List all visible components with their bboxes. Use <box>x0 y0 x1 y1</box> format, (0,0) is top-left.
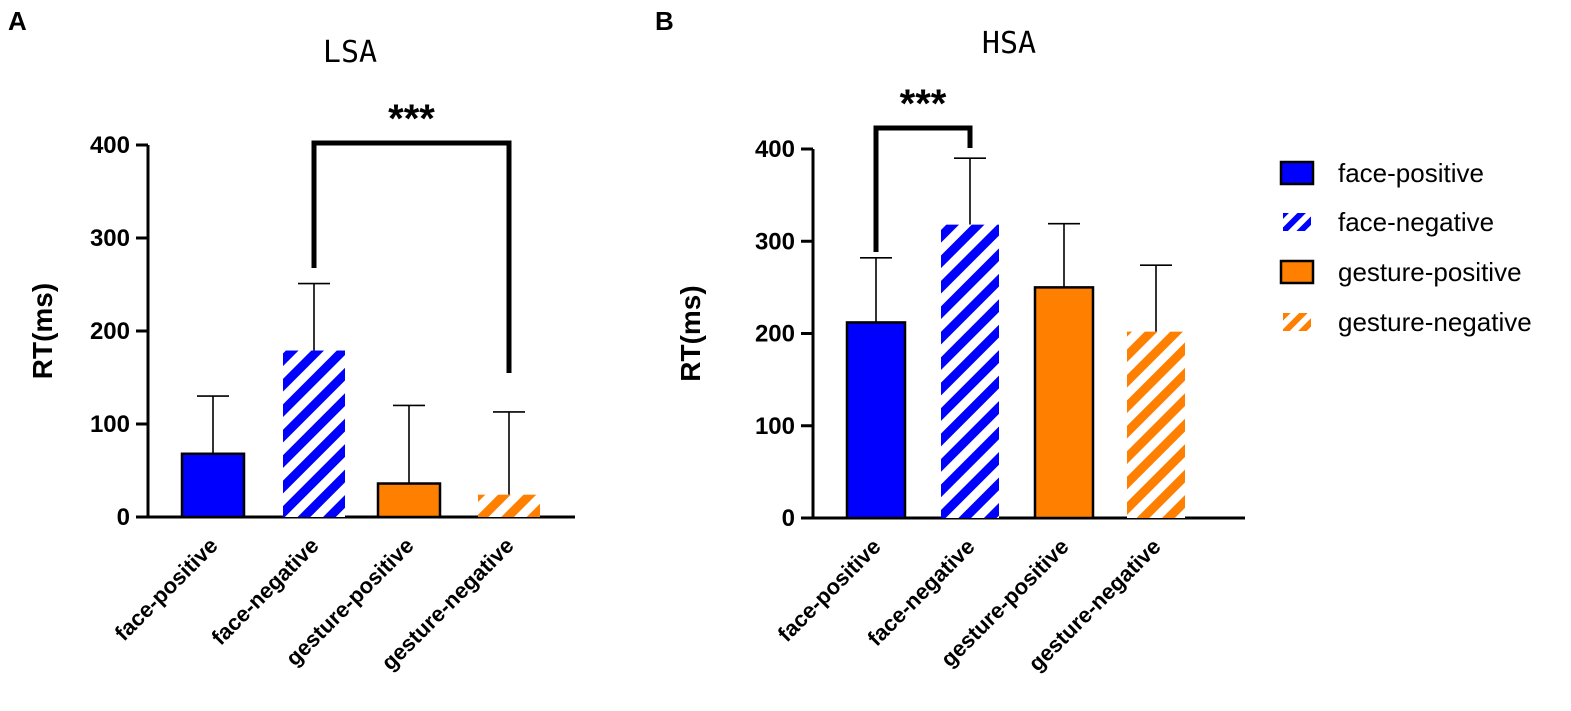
legend-swatch-face-negative <box>1283 213 1311 231</box>
bar-face-negative <box>283 350 345 517</box>
significance-bracket <box>311 140 512 373</box>
legend-label: face-positive <box>1338 158 1484 188</box>
legend-swatch-gesture-positive <box>1279 259 1315 285</box>
bar-gesture-positive <box>1033 286 1095 520</box>
legend-label: face-negative <box>1338 207 1494 237</box>
y-axis-label: RT(ms) <box>27 283 58 379</box>
legend-swatch-gesture-negative <box>1283 313 1311 331</box>
chart-lsa: LSART(ms)0100200300400face-positiveface-… <box>27 35 575 675</box>
y-tick-label: 100 <box>755 413 795 440</box>
y-tick-label: 300 <box>755 228 795 255</box>
y-tick-label: 0 <box>117 504 130 531</box>
y-tick-label: 100 <box>90 411 130 438</box>
x-tick-label: face-positive <box>110 533 223 646</box>
panel-letter-b: B <box>655 6 674 36</box>
legend-label: gesture-positive <box>1338 257 1522 287</box>
significance-bracket <box>873 125 973 252</box>
chart-hsa: HSART(ms)0100200300400face-positiveface-… <box>675 26 1245 676</box>
y-tick-label: 200 <box>755 321 795 348</box>
legend: face-positive face-negative gesture-positi… <box>1279 158 1532 337</box>
y-tick-label: 0 <box>782 505 795 532</box>
bar-gesture-positive <box>376 482 442 519</box>
y-axis-label: RT(ms) <box>675 285 706 381</box>
y-tick-label: 200 <box>90 318 130 345</box>
y-tick-label: 400 <box>90 132 130 159</box>
chart-title: HSA <box>982 26 1036 61</box>
legend-swatch-face-positive <box>1279 160 1315 186</box>
y-tick-label: 300 <box>90 225 130 252</box>
bar-face-positive <box>180 452 246 519</box>
significance-label: *** <box>900 82 947 126</box>
bar-face-negative <box>941 224 999 518</box>
bar-gesture-negative <box>1127 331 1185 518</box>
bar-face-positive <box>845 321 907 520</box>
chart-title: LSA <box>323 35 377 70</box>
significance-label: *** <box>388 97 435 141</box>
panel-letter-a: A <box>8 6 27 36</box>
bar-gesture-negative <box>478 494 540 517</box>
legend-label: gesture-negative <box>1338 307 1532 337</box>
y-tick-label: 400 <box>755 136 795 163</box>
